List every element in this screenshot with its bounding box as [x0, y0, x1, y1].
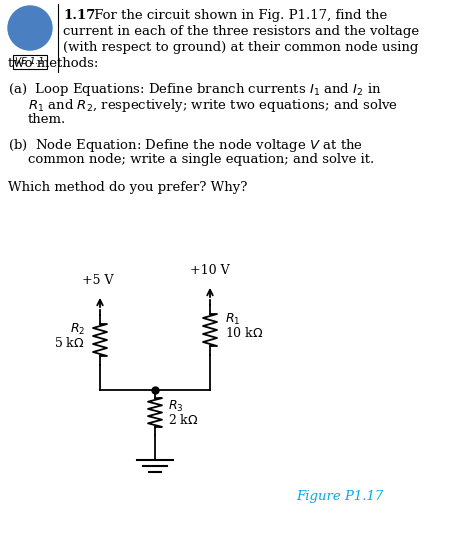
Text: $R_2$: $R_2$: [70, 321, 85, 336]
Text: current in each of the three resistors and the voltage: current in each of the three resistors a…: [63, 25, 419, 38]
Text: 10 k$\Omega$: 10 k$\Omega$: [225, 326, 263, 340]
Text: For the circuit shown in Fig. P1.17, find the: For the circuit shown in Fig. P1.17, fin…: [90, 9, 387, 22]
Text: (with respect to ground) at their common node using: (with respect to ground) at their common…: [63, 41, 418, 54]
Text: $R_1$: $R_1$: [225, 311, 241, 327]
Text: (a)  Loop Equations: Define branch currents $I_1$ and $I_2$ in: (a) Loop Equations: Define branch curren…: [8, 81, 381, 98]
Text: VE 1.1: VE 1.1: [16, 58, 45, 67]
Text: 1.17: 1.17: [63, 9, 95, 22]
Text: 5 k$\Omega$: 5 k$\Omega$: [54, 336, 85, 350]
Text: them.: them.: [28, 113, 66, 126]
Text: $R_3$: $R_3$: [168, 399, 184, 414]
Text: Which method do you prefer? Why?: Which method do you prefer? Why?: [8, 181, 247, 194]
Text: (b)  Node Equation: Define the node voltage $V$ at the: (b) Node Equation: Define the node volta…: [8, 137, 363, 154]
Text: two methods:: two methods:: [8, 57, 98, 70]
Text: 2 k$\Omega$: 2 k$\Omega$: [168, 413, 199, 427]
Text: $R_1$ and $R_2$, respectively; write two equations; and solve: $R_1$ and $R_2$, respectively; write two…: [28, 97, 398, 114]
Circle shape: [8, 6, 52, 50]
Text: +5 V: +5 V: [82, 274, 114, 287]
Text: common node; write a single equation; and solve it.: common node; write a single equation; an…: [28, 153, 374, 166]
Text: Figure P1.17: Figure P1.17: [297, 490, 384, 503]
Text: +10 V: +10 V: [190, 264, 230, 277]
